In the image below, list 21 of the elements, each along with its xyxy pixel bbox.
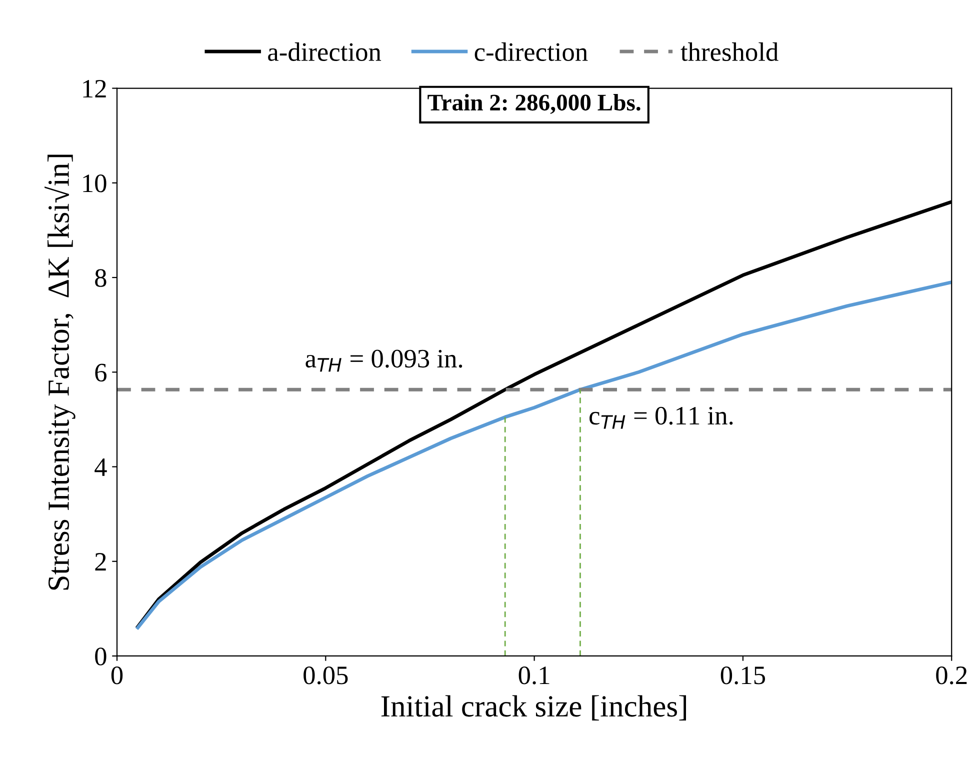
line-series xyxy=(136,280,952,630)
x-tick-label: 0.2 xyxy=(936,666,967,684)
legend-label: c-direction xyxy=(474,42,588,62)
x-tick-label: 0.1 xyxy=(518,666,550,684)
y-tick-label: 0 xyxy=(95,648,106,666)
y-tick-label: 6 xyxy=(95,364,106,382)
y-axis-title: Stress Intensity Factor, ΔK [ksi√in] xyxy=(44,154,76,590)
annotation: a$_{TH}$ = 0.093 in. xyxy=(306,350,462,372)
y-tick-label: 12 xyxy=(83,80,106,98)
y-tick-label: 4 xyxy=(94,458,107,476)
chart-title: Train 2: 286,000 Lbs. xyxy=(428,94,640,114)
x-axis-title: Initial crack size [inches] xyxy=(381,695,686,720)
x-tick-label: 0 xyxy=(111,666,123,684)
y-tick-label: 8 xyxy=(95,269,106,287)
legend-label: threshold xyxy=(680,42,778,62)
x-tick-label: 0.15 xyxy=(720,666,766,684)
x-tick-label: 0.05 xyxy=(304,666,348,684)
y-tick-label: 10 xyxy=(83,174,106,192)
y-tick-label: 2 xyxy=(95,553,106,571)
annotation: c$_{TH}$ = 0.11 in. xyxy=(590,406,733,429)
legend-label: a-direction xyxy=(268,42,382,62)
